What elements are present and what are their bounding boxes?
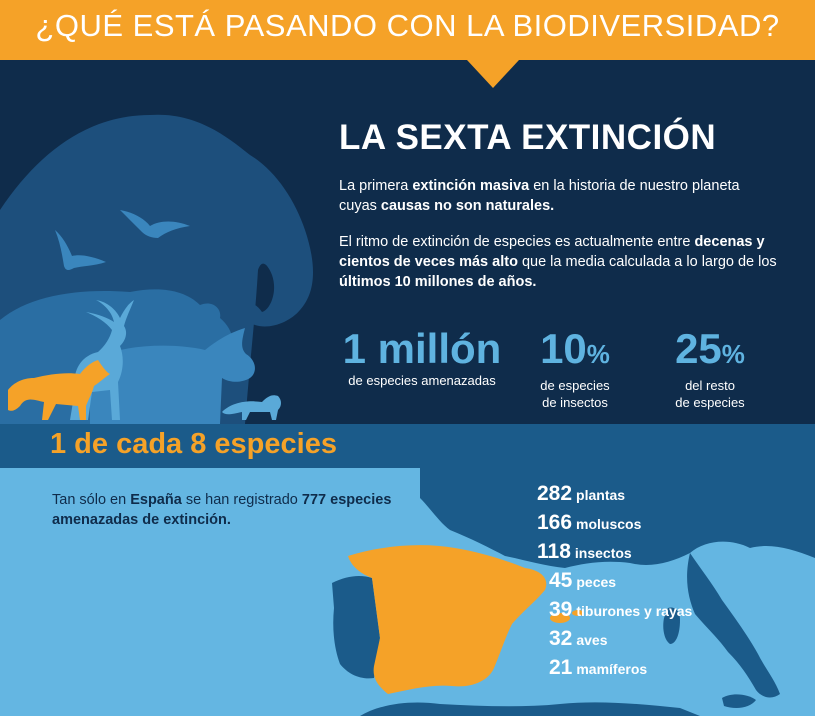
rhino-silhouette (90, 328, 255, 424)
stat-label-line1: del resto (685, 378, 735, 393)
france-landmass (420, 468, 815, 568)
stat-label-line1: de especies (540, 378, 610, 393)
stat-value: 25 (675, 325, 722, 372)
portugal-landmass (332, 575, 380, 679)
stat-value: 10 (540, 325, 587, 372)
stat-label: de especies amenazadas (348, 373, 496, 388)
stat-other-species: 25% del resto de especies (655, 326, 765, 411)
stat-unit: % (586, 339, 610, 369)
balearic-island (572, 610, 584, 616)
bird-silhouette-1 (120, 210, 190, 238)
count-item-insectos: 118 insectos (537, 540, 632, 563)
rate-paragraph: El ritmo de extinción de especies es act… (339, 234, 777, 290)
extinction-section (0, 60, 815, 424)
count-item-tiburones: 39 tiburones y rayas (549, 598, 693, 621)
ratio-band: 1 de cada 8 especies (0, 424, 815, 468)
spain-landmass (348, 545, 547, 694)
count-item-aves: 32 aves (549, 627, 608, 650)
stat-threatened-species: 1 millón de especies amenazadas (332, 326, 512, 389)
stat-value: 1 millón (342, 325, 502, 372)
spain-section (0, 468, 815, 716)
intro-paragraph: La primera extinción masiva en la histor… (339, 178, 740, 214)
bird-silhouette-2 (55, 230, 106, 270)
italy-landmass (687, 553, 780, 698)
page-title: ¿QUÉ ESTÁ PASANDO CON LA BIODIVERSIDAD? (35, 8, 780, 43)
europe-map-illustration (332, 468, 815, 716)
count-item-mamiferos: 21 mamíferos (549, 656, 648, 679)
stat-unit: % (721, 339, 745, 369)
stat-label-line2: de insectos (542, 395, 608, 410)
animal-silhouettes-illustration (0, 114, 314, 424)
balearic-island (550, 613, 570, 623)
header-notch (467, 60, 519, 88)
spain-paragraph: Tan sólo en España se han registrado 777… (52, 492, 392, 528)
count-item-peces: 45 peces (549, 569, 617, 592)
count-item-plantas: 282 plantas (537, 482, 626, 505)
fox-silhouette (222, 395, 281, 420)
species-count-list: 282 plantas 166 moluscos 118 insectos 45 pec… (537, 482, 692, 685)
count-item-moluscos: 166 moluscos (537, 511, 642, 534)
africa-landmass (360, 702, 700, 716)
ratio-headline: 1 de cada 8 especies (50, 428, 337, 460)
sardinia-island (663, 607, 680, 644)
sicily-island (722, 694, 756, 708)
header-banner: ¿QUÉ ESTÁ PASANDO CON LA BIODIVERSIDAD? (0, 0, 815, 60)
stat-insects: 10% de especies de insectos (520, 326, 630, 411)
stat-label-line2: de especies (675, 395, 745, 410)
wolf-silhouette (8, 360, 110, 420)
section-title: LA SEXTA EXTINCIÓN (339, 118, 717, 157)
